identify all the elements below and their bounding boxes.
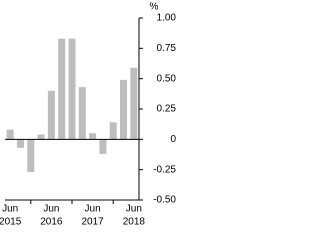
bar — [47, 90, 55, 140]
x-tick-label: Jun — [43, 204, 59, 215]
bar — [58, 38, 66, 140]
x-year-label: 2016 — [40, 217, 63, 228]
x-tick-label: Jun — [126, 204, 142, 215]
y-tick-label: 0 — [170, 134, 176, 145]
bar — [68, 38, 76, 140]
x-tick-label: Jun — [2, 204, 18, 215]
x-year-label: 2015 — [0, 217, 22, 228]
chart: % 1.00 0.75 0.50 0.25 0 -0.25 -0.50 Jun 2015 Jun 2… — [0, 2, 177, 228]
x-tick-label: Jun — [85, 204, 101, 215]
bar — [109, 122, 117, 140]
bar — [99, 139, 107, 154]
page: % 1.00 0.75 0.50 0.25 0 -0.25 -0.50 Jun 2015 Jun 2… — [0, 1, 177, 228]
bar — [130, 67, 138, 140]
y-tick-label: -0.50 — [153, 195, 176, 206]
y-tick-label: 1.00 — [157, 13, 177, 24]
y-tick-label: -0.25 — [153, 164, 176, 175]
bar — [120, 79, 128, 140]
unit-label: % — [150, 2, 159, 13]
y-tick-label: 0.75 — [157, 43, 177, 54]
bar — [6, 129, 14, 140]
x-year-label: 2017 — [81, 217, 104, 228]
x-year-label: 2018 — [123, 217, 146, 228]
bar — [78, 87, 86, 140]
bar — [37, 134, 45, 140]
bar — [16, 139, 24, 148]
bar — [27, 139, 35, 173]
y-tick-label: 0.25 — [157, 104, 177, 115]
y-tick-label: 0.50 — [157, 73, 177, 84]
bar — [89, 133, 97, 140]
